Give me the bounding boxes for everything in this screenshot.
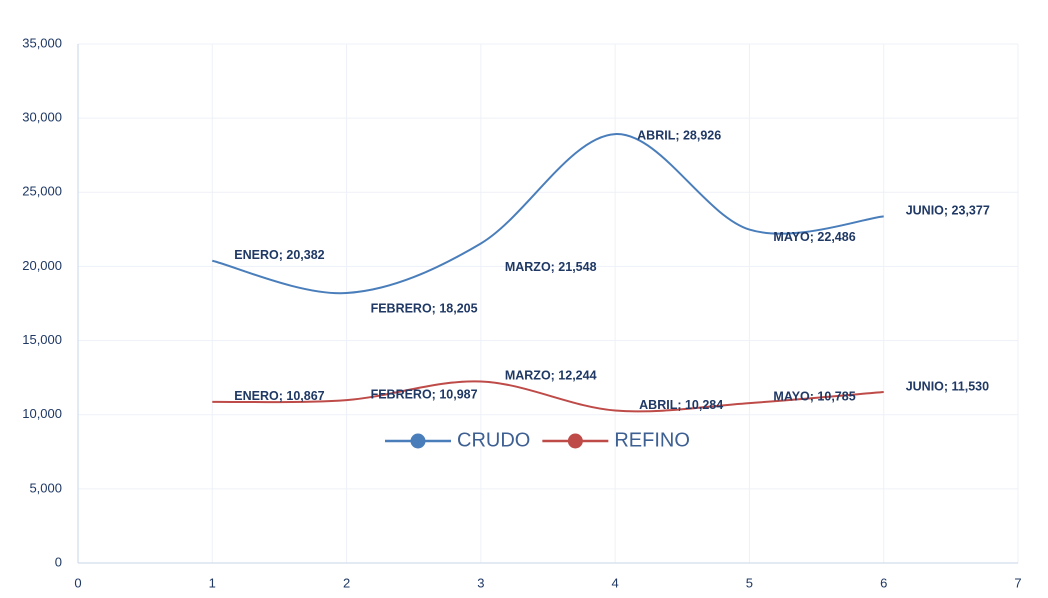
x-tick-label: 7 [1014, 575, 1021, 590]
x-tick-label: 3 [477, 575, 484, 590]
data-label: JUNIO; 23,377 [906, 204, 990, 218]
legend-label: REFINO [614, 429, 690, 451]
y-tick-label: 0 [55, 554, 62, 569]
x-tick-label: 0 [74, 575, 81, 590]
legend-marker [567, 433, 583, 449]
data-label: ENERO; 20,382 [234, 248, 324, 262]
x-tick-label: 6 [880, 575, 887, 590]
x-tick-label: 5 [746, 575, 753, 590]
series-line [212, 380, 884, 413]
y-tick-label: 5,000 [29, 480, 62, 495]
data-label: MAYO; 10,785 [773, 389, 855, 403]
y-tick-label: 35,000 [22, 35, 62, 50]
data-label: ABRIL; 28,926 [637, 128, 721, 142]
x-tick-label: 2 [343, 575, 350, 590]
data-label: FEBRERO; 10,987 [371, 387, 478, 401]
x-tick-label: 4 [612, 575, 619, 590]
y-tick-label: 30,000 [22, 110, 62, 125]
data-label: FEBRERO; 18,205 [371, 301, 478, 315]
data-label: ENERO; 10,867 [234, 389, 324, 403]
y-tick-label: 20,000 [22, 258, 62, 273]
data-label: JUNIO; 11,530 [906, 379, 989, 393]
data-label: ABRIL; 10,284 [639, 398, 723, 412]
y-tick-label: 15,000 [22, 332, 62, 347]
y-tick-label: 25,000 [22, 184, 62, 199]
legend-marker [410, 433, 426, 449]
series-line [212, 133, 884, 295]
x-tick-label: 1 [209, 575, 216, 590]
y-tick-label: 10,000 [22, 406, 62, 421]
data-label: MARZO; 12,244 [505, 369, 597, 383]
data-label: MARZO; 21,548 [505, 260, 597, 274]
data-label: MAYO; 22,486 [773, 230, 855, 244]
legend-label: CRUDO [457, 429, 530, 451]
